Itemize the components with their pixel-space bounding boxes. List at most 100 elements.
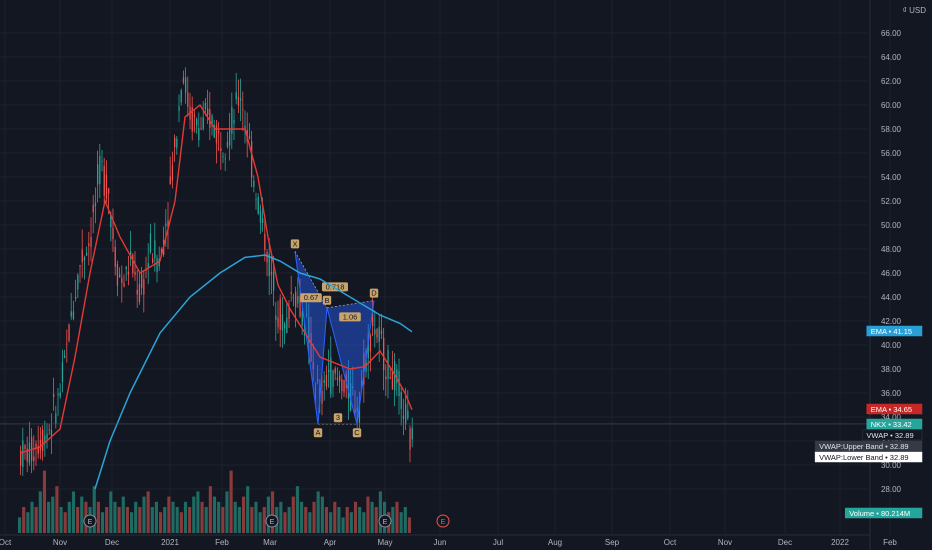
candle-body bbox=[90, 236, 92, 247]
candle-body bbox=[147, 263, 149, 268]
volume-bar bbox=[92, 486, 96, 533]
event-marker-1[interactable]: E bbox=[265, 514, 279, 528]
candle-body bbox=[196, 118, 198, 126]
currency-label[interactable]: ₫ USD bbox=[903, 6, 926, 15]
candle-body bbox=[277, 317, 279, 328]
volume-bar bbox=[200, 501, 204, 533]
price-tag-bg bbox=[866, 403, 923, 415]
event-marker-2[interactable]: E bbox=[378, 514, 392, 528]
y-tick-label: 38.00 bbox=[881, 365, 902, 374]
event-marker-label: E bbox=[441, 519, 446, 526]
volume-bar bbox=[333, 501, 337, 533]
candle-body bbox=[127, 271, 130, 275]
x-tick-label: May bbox=[377, 538, 392, 547]
event-marker-label: E bbox=[383, 519, 388, 526]
volume-bar bbox=[142, 496, 146, 533]
event-marker-label: E bbox=[270, 519, 275, 526]
candle-body bbox=[330, 357, 332, 395]
pattern-point-label: C bbox=[354, 428, 360, 437]
price-tag-bg bbox=[844, 507, 923, 519]
event-marker-3[interactable]: E bbox=[436, 514, 450, 528]
pattern-point-label-bg bbox=[290, 239, 300, 249]
volume-bar bbox=[250, 507, 254, 533]
volume-bar bbox=[225, 491, 229, 533]
volume-bar bbox=[42, 470, 47, 533]
candle-body bbox=[141, 274, 143, 288]
candle-body bbox=[61, 362, 64, 383]
x-tick-label: 2021 bbox=[161, 538, 179, 547]
candle-body bbox=[297, 296, 299, 304]
price-tag: VWAP:Lower Band • 32.89 bbox=[814, 451, 923, 463]
volume-bar bbox=[188, 507, 192, 533]
candle-body bbox=[380, 330, 383, 335]
candle-body bbox=[187, 92, 189, 107]
price-tag-text: Volume • 80.214M bbox=[849, 509, 910, 518]
candle-body bbox=[99, 156, 101, 185]
candle-body bbox=[145, 269, 147, 271]
candle-body bbox=[81, 249, 83, 263]
candle-body bbox=[44, 435, 46, 443]
candle-body bbox=[112, 228, 114, 240]
candle-body bbox=[178, 106, 180, 111]
price-tags: EMA • 41.15 EMA • 34.65 NKX • 33.42 VWAP • … bbox=[814, 325, 923, 519]
volume-bar bbox=[22, 507, 26, 533]
candle-body bbox=[59, 392, 61, 397]
volume-bar bbox=[38, 491, 42, 533]
candle-body bbox=[86, 253, 88, 256]
candle-body bbox=[185, 77, 187, 93]
volume-bar bbox=[208, 486, 212, 533]
candle-body bbox=[160, 249, 163, 256]
candle-body bbox=[284, 323, 286, 329]
candle-body bbox=[334, 368, 336, 374]
candle-body bbox=[209, 109, 211, 128]
volume-bar bbox=[117, 507, 121, 533]
volume-bar bbox=[254, 501, 258, 533]
candle-body bbox=[68, 324, 70, 341]
volume-bar bbox=[167, 496, 171, 533]
candle-body bbox=[233, 119, 235, 124]
candle-body bbox=[279, 298, 281, 330]
y-tick-label: 58.00 bbox=[881, 125, 902, 134]
volume-bar bbox=[246, 486, 250, 533]
candle-body bbox=[350, 383, 352, 411]
volume-bar bbox=[395, 501, 399, 533]
candle-body bbox=[321, 390, 323, 404]
candle-body bbox=[125, 266, 127, 270]
y-tick-label: 30.00 bbox=[881, 461, 902, 470]
ema-slow-line bbox=[94, 254, 413, 490]
candle-body bbox=[211, 115, 213, 126]
candle-body bbox=[372, 306, 374, 327]
pattern-ratio-label: 0.67 bbox=[304, 293, 319, 302]
candle-body bbox=[242, 109, 244, 111]
candle-body bbox=[306, 314, 308, 316]
candle-body bbox=[42, 429, 44, 452]
candle-body bbox=[53, 393, 55, 398]
volume-bar bbox=[47, 501, 51, 533]
y-tick-label: 50.00 bbox=[881, 221, 902, 230]
volume-bar bbox=[175, 507, 179, 533]
candle-body bbox=[33, 456, 35, 461]
x-tick-label: Aug bbox=[548, 538, 562, 547]
candle-body bbox=[378, 326, 380, 342]
time-axis[interactable]: Oct Nov Dec 2021 Feb Mar Apr May Jun Jul Aug Sep Oct… bbox=[0, 538, 897, 547]
event-marker-0[interactable]: E bbox=[83, 514, 97, 528]
volume-bar bbox=[76, 507, 80, 533]
y-tick-label: 46.00 bbox=[881, 269, 902, 278]
candle-body bbox=[354, 408, 356, 414]
volume-bar bbox=[407, 517, 411, 533]
volume-bar bbox=[374, 507, 378, 533]
volume-bar bbox=[308, 512, 312, 533]
candle-body bbox=[341, 379, 343, 392]
x-tick-label: Nov bbox=[53, 538, 67, 547]
pattern-point-label: A bbox=[315, 428, 320, 437]
candle-body bbox=[237, 96, 240, 106]
x-tick-label: Nov bbox=[718, 538, 732, 547]
y-tick-label: 28.00 bbox=[881, 485, 902, 494]
volume-bar bbox=[287, 507, 291, 533]
y-tick-label: 56.00 bbox=[881, 149, 902, 158]
volume-bar bbox=[196, 491, 200, 533]
candle-body bbox=[88, 243, 90, 246]
volume-bar bbox=[96, 501, 100, 533]
